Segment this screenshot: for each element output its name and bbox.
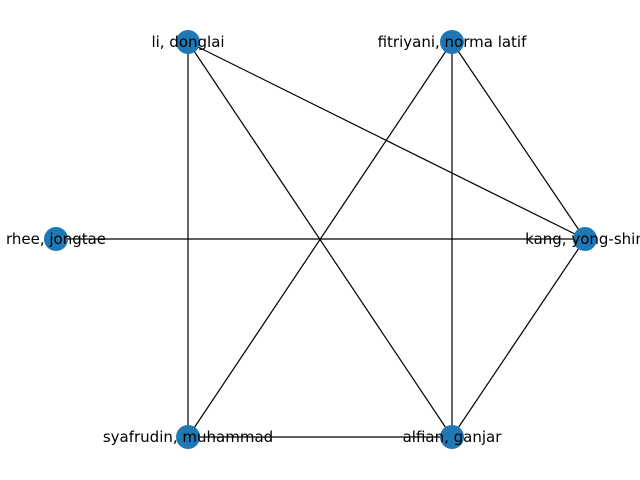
- node-label-li: li, donglai: [151, 33, 224, 51]
- node-fitriyani: [440, 30, 464, 54]
- node-label-fitriyani: fitriyani, norma latif: [378, 33, 528, 51]
- edges-layer: [56, 41, 586, 438]
- node-label-rhee: rhee, jongtae: [6, 230, 106, 248]
- labels-layer: li, donglai fitriyani, norma latif rhee, j…: [6, 33, 640, 446]
- edge-fitriyani-kang: [451, 41, 586, 240]
- node-label-syafrudin: syafrudin, muhammad: [103, 428, 273, 446]
- node-kang: [573, 227, 597, 251]
- node-label-kang: kang, yong-shin: [525, 230, 640, 248]
- node-rhee: [44, 227, 68, 251]
- edge-alfian-kang: [451, 238, 586, 438]
- node-li: [176, 30, 200, 54]
- node-syafrudin: [176, 425, 200, 449]
- node-label-alfian: alfian, ganjar: [403, 428, 503, 446]
- nodes-layer: [44, 30, 597, 449]
- node-alfian: [440, 425, 464, 449]
